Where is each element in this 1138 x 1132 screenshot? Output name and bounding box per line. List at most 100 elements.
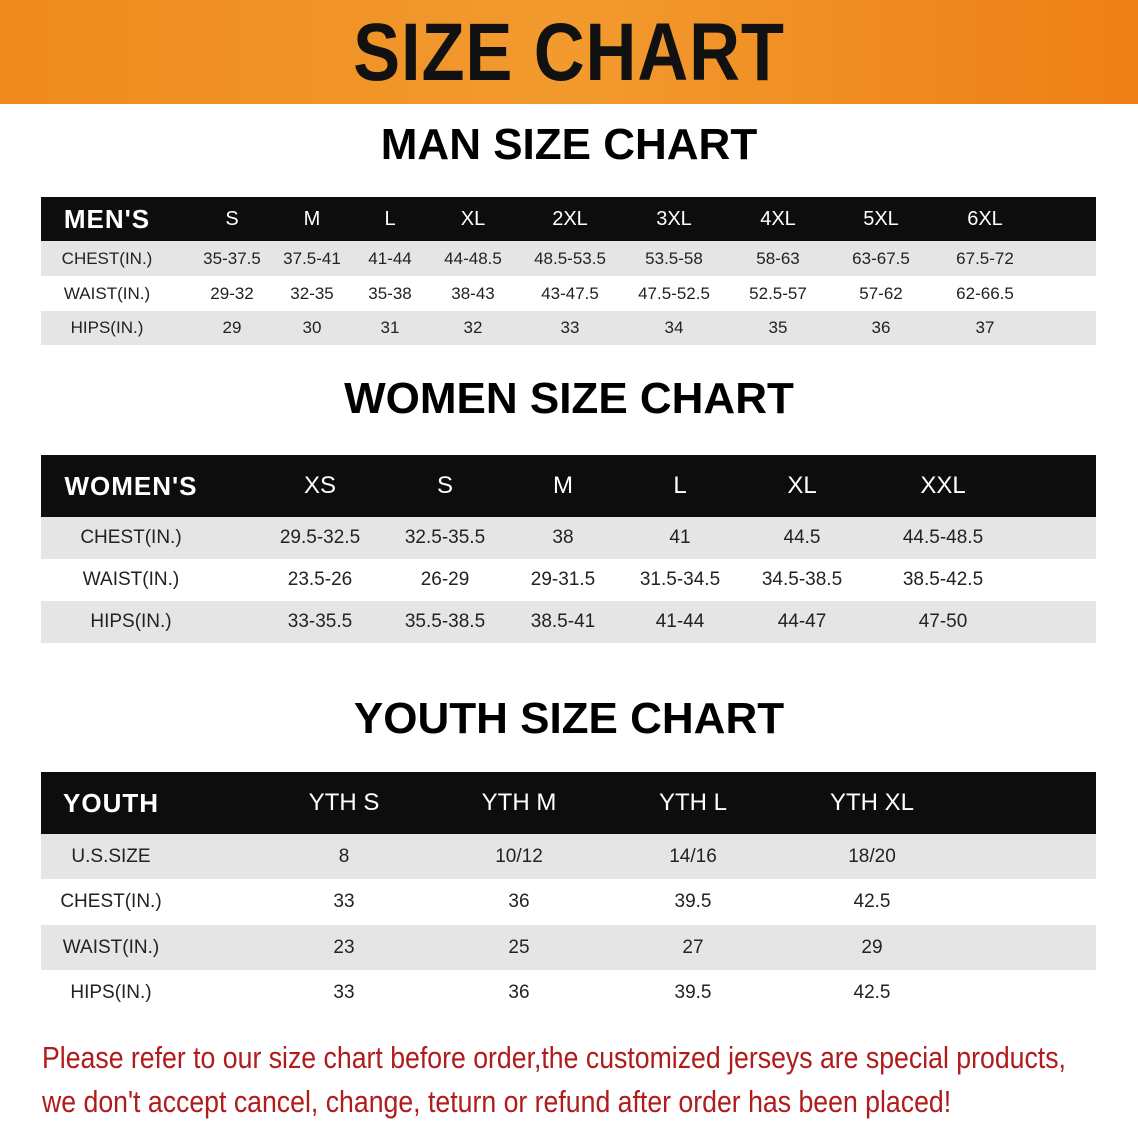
row-label: MEN'S [63, 203, 151, 234]
row-label: U.S.SIZE [71, 845, 151, 867]
table-row: WAIST(IN.) 23.5-26 26-29 29-31.5 31.5-34.5 34… [41, 559, 1096, 601]
size-cell: 62-66.5 [956, 283, 1014, 303]
size-cell: XXL [920, 472, 966, 499]
table-row: CHEST(IN.) 35-37.5 37.5-41 41-44 44-48.5 48.5… [41, 241, 1096, 276]
size-cell: YTH L [658, 789, 728, 816]
size-cell: 31 [380, 318, 400, 337]
size-cell: S [436, 472, 454, 499]
size-cell: 38-43 [451, 283, 495, 303]
row-label: HIPS(IN.) [90, 611, 172, 632]
row-label: WOMEN'S [64, 470, 198, 501]
size-cell: 41-44 [368, 248, 412, 268]
size-cell: 6XL [967, 207, 1003, 230]
size-cell: 25 [508, 936, 530, 958]
size-cell: S [225, 207, 239, 230]
size-chart-banner: SIZE CHART [0, 0, 1138, 104]
size-cell: 38.5-41 [530, 611, 596, 632]
size-cell: 67.5-72 [956, 248, 1014, 268]
size-cell: 32-35 [290, 283, 334, 303]
size-cell: M [553, 472, 573, 499]
size-cell: 32.5-35.5 [404, 527, 486, 548]
size-cell: 38.5-42.5 [902, 569, 984, 590]
size-cell: 57-62 [859, 283, 903, 303]
row-label: CHEST(IN.) [60, 891, 162, 912]
size-cell: 63-67.5 [852, 248, 910, 268]
row-label: WAIST(IN.) [63, 283, 151, 303]
row-label: WAIST(IN.) [82, 569, 180, 590]
size-cell: L [384, 207, 396, 230]
size-cell: 52.5-57 [749, 283, 807, 303]
size-cell: 2XL [552, 207, 588, 230]
size-cell: 44-47 [777, 611, 827, 632]
row-label: HIPS(IN.) [70, 981, 152, 1003]
size-cell: 29 [222, 318, 242, 337]
size-cell: 33 [333, 891, 355, 912]
row-label: YOUTH [63, 787, 159, 818]
table-row: WAIST(IN.) 29-32 32-35 35-38 38-43 43-47.5 47.… [41, 276, 1096, 311]
size-cell: 29-31.5 [530, 569, 596, 590]
size-cell: 10/12 [495, 845, 543, 867]
table-row: HIPS(IN.) 33 36 39.5 42.5 [41, 970, 1096, 1015]
size-cell: 48.5-53.5 [534, 248, 606, 268]
size-cell: XL [787, 472, 817, 499]
row-label: WAIST(IN.) [62, 936, 160, 958]
size-cell: 42.5 [853, 981, 891, 1003]
size-cell: 47-50 [918, 611, 968, 632]
header-row: MEN'S S M L XL 2XL 3XL 4XL 5XL 6XL [41, 197, 1096, 241]
size-cell: 35.5-38.5 [404, 611, 486, 632]
size-cell: 47.5-52.5 [638, 283, 710, 303]
header-row: WOMEN'S XS S M L XL XXL [41, 455, 1096, 517]
size-cell: 41 [669, 527, 691, 548]
size-cell: 29.5-32.5 [279, 527, 361, 548]
size-cell: YTH M [481, 789, 557, 816]
size-cell: 53.5-58 [645, 248, 703, 268]
table-row: HIPS(IN.) 29 30 31 32 33 34 35 36 37 [41, 311, 1096, 345]
notice-line-1: Please refer to our size chart before or… [42, 1040, 1066, 1075]
men-size-table: MEN'S S M L XL 2XL 3XL 4XL 5XL 6XL CHEST(IN.) 35-37… [41, 197, 1096, 345]
size-cell: XS [303, 472, 337, 499]
size-cell: 18/20 [848, 845, 896, 867]
size-cell: 33-35.5 [287, 611, 353, 632]
size-cell: 14/16 [669, 845, 717, 867]
size-cell: 36 [871, 318, 891, 337]
size-cell: XL [460, 207, 486, 230]
size-cell: 37 [975, 318, 995, 337]
size-cell: 34 [664, 318, 684, 337]
table-row: CHEST(IN.) 29.5-32.5 32.5-35.5 38 41 44.5 44.5… [41, 517, 1096, 559]
size-cell: 26-29 [420, 569, 470, 590]
size-cell: 23 [333, 936, 355, 958]
row-label: HIPS(IN.) [70, 318, 144, 337]
size-cell: 36 [508, 891, 530, 912]
size-cell: 41-44 [655, 611, 705, 632]
size-cell: 44.5 [783, 527, 821, 548]
youth-size-table: YOUTH YTH S YTH M YTH L YTH XL U.S.SIZE 8 10/12… [41, 772, 1096, 1015]
size-cell: 44-48.5 [444, 248, 502, 268]
women-section-title: WOMEN SIZE CHART [344, 374, 794, 423]
size-cell: 38 [552, 527, 574, 548]
size-cell: 4XL [760, 207, 796, 230]
size-cell: 29-32 [210, 283, 254, 303]
table-row: HIPS(IN.) 33-35.5 35.5-38.5 38.5-41 41-44 44-… [41, 601, 1096, 643]
banner-title: SIZE CHART [353, 7, 785, 98]
size-cell: 27 [682, 936, 704, 958]
size-cell: 30 [302, 318, 322, 337]
header-row: YOUTH YTH S YTH M YTH L YTH XL [41, 772, 1096, 834]
size-cell: 39.5 [674, 981, 712, 1003]
notice-line-2: we don't accept cancel, change, teturn o… [42, 1084, 952, 1119]
men-section-title: MAN SIZE CHART [380, 120, 758, 169]
table-row: WAIST(IN.) 23 25 27 29 [41, 925, 1096, 970]
size-cell: 35-38 [368, 283, 412, 303]
size-cell: 3XL [656, 207, 692, 230]
size-cell: 33 [333, 981, 355, 1003]
size-cell: 42.5 [853, 891, 891, 912]
size-cell: 32 [463, 318, 483, 337]
size-cell: 58-63 [756, 248, 800, 268]
size-cell: 34.5-38.5 [761, 569, 843, 590]
women-size-table: WOMEN'S XS S M L XL XXL CHEST(IN.) 29.5-32.5 32.5… [41, 455, 1096, 643]
size-cell: YTH S [308, 789, 380, 816]
row-label: CHEST(IN.) [61, 248, 153, 268]
size-cell: 35 [768, 318, 788, 337]
size-cell: 33 [560, 318, 580, 337]
youth-section-title: YOUTH SIZE CHART [353, 694, 785, 743]
table-row: U.S.SIZE 8 10/12 14/16 18/20 [41, 834, 1096, 879]
